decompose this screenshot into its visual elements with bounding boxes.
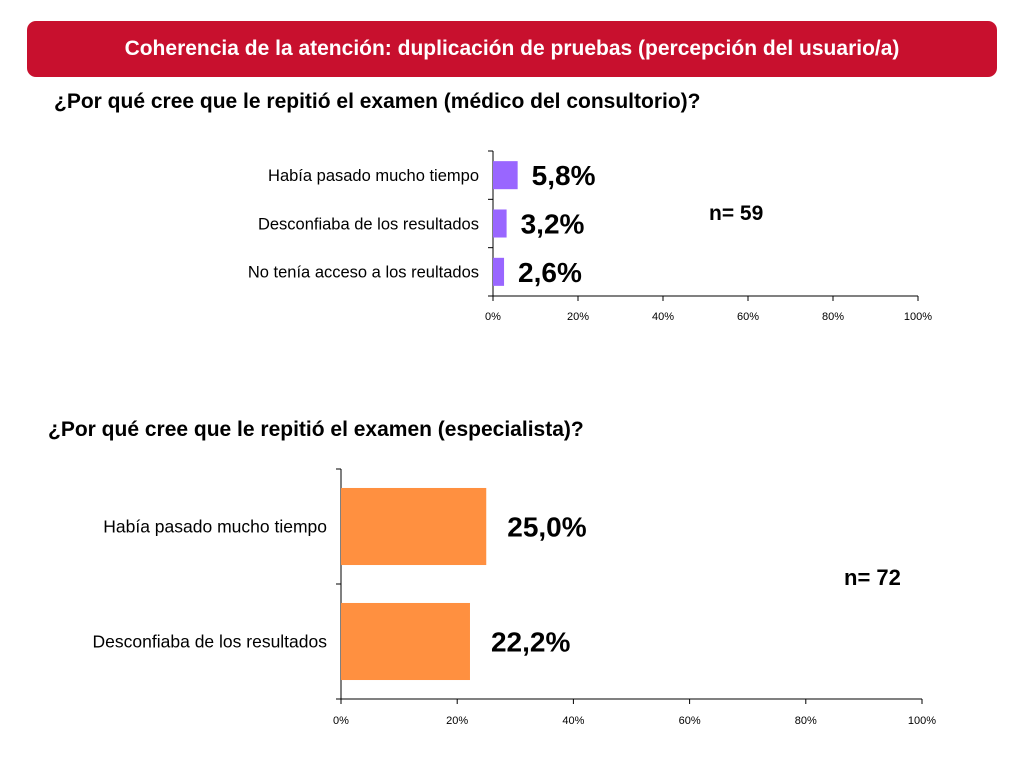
title-banner: Coherencia de la atención: duplicación d… [27,21,997,77]
chart1-category-label: Desconfiaba de los resultados [258,215,479,233]
chart2-bar [341,602,470,681]
chart2-data-label: 25,0% [507,512,586,543]
chart1-bar [493,209,507,238]
chart2-x-tick-label: 60% [679,715,701,727]
chart2-category-label: Desconfiaba de los resultados [93,632,328,652]
chart1-category-label: Había pasado mucho tiempo [268,167,479,185]
chart1-data-label: 2,6% [518,257,582,288]
chart1-x-tick-label: 0% [485,311,501,323]
chart1-bar [493,257,505,286]
chart2-x-tick-label: 80% [795,715,817,727]
chart2-sample-size: n= 72 [844,565,901,590]
chart2-x-tick-label: 100% [908,715,936,727]
page-title: Coherencia de la atención: duplicación d… [124,37,900,60]
chart1-data-label: 3,2% [521,209,585,240]
chart2-plot: 0% 20% 40% 60% 80% 100% Había pasado mucho tie… [93,468,936,727]
chart1-data-label: 5,8% [532,160,596,191]
chart1-category-label: No tenía acceso a los reultados [248,264,479,282]
chart1-title: ¿Por qué cree que le repitió el examen (… [54,90,701,113]
chart2-bar [341,487,487,566]
chart2-title: ¿Por qué cree que le repitió el examen (… [48,418,584,441]
chart2-x-tick-label: 40% [562,715,584,727]
chart1-bar [493,161,518,190]
chart1-x-tick-label: 40% [652,311,674,323]
chart2-data-label: 22,2% [491,627,570,658]
chart1-x-tick-label: 60% [737,311,759,323]
chart2-x-tick-label: 0% [333,715,349,727]
chart2-x-tick-label: 20% [446,715,468,727]
chart1-plot: 0% 20% 40% 60% 80% 100% Había pasado mucho tie… [248,150,932,323]
chart1-x-tick-label: 100% [904,311,932,323]
chart1-x-tick-label: 20% [567,311,589,323]
chart1-x-tick-label: 80% [822,311,844,323]
chart2-category-label: Había pasado mucho tiempo [103,517,327,537]
chart1-sample-size: n= 59 [709,202,764,225]
